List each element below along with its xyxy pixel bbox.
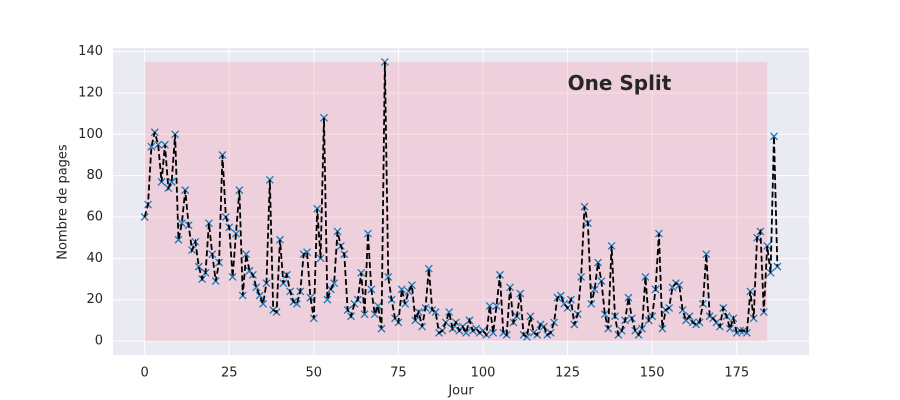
marker — [590, 285, 599, 294]
marker — [404, 287, 413, 296]
marker — [194, 262, 203, 271]
marker — [445, 308, 454, 317]
marker — [462, 328, 471, 337]
marker — [204, 219, 213, 228]
x-tick-label: 0 — [140, 366, 148, 381]
marker — [259, 299, 268, 308]
y-tick-label: 100 — [78, 127, 103, 142]
marker — [658, 324, 667, 333]
marker — [492, 301, 501, 310]
x-tick-label: 50 — [306, 366, 323, 381]
x-tick-label: 25 — [221, 366, 238, 381]
data-line — [143, 61, 779, 339]
marker — [374, 301, 383, 310]
marker — [550, 318, 559, 327]
marker — [624, 293, 633, 302]
x-axis-label: Jour — [447, 384, 474, 399]
marker — [397, 285, 406, 294]
marker — [384, 272, 393, 281]
marker — [140, 213, 149, 221]
marker — [424, 264, 433, 273]
x-tick-label: 125 — [555, 366, 580, 381]
y-axis-label: Nombre de pages — [56, 144, 71, 260]
marker — [154, 140, 163, 149]
marker — [177, 219, 186, 228]
x-tick-label: 150 — [640, 366, 665, 381]
marker — [167, 177, 176, 186]
marker — [306, 293, 315, 302]
marker — [232, 229, 240, 238]
marker — [407, 281, 416, 290]
y-tick-label: 60 — [86, 210, 103, 225]
marker — [360, 310, 369, 319]
marker — [594, 258, 602, 267]
marker — [252, 283, 261, 292]
marker — [323, 295, 332, 304]
marker — [330, 279, 339, 288]
x-tick-label: 75 — [390, 366, 407, 381]
x-tick-label: 100 — [471, 366, 496, 381]
y-tick-label: 20 — [86, 292, 103, 307]
marker — [147, 142, 156, 151]
annotation: One Split — [568, 71, 672, 95]
span-region — [144, 61, 768, 342]
y-tick-label: 0 — [95, 334, 103, 349]
marker — [702, 250, 711, 259]
y-tick-label: 120 — [78, 85, 103, 100]
marker — [242, 250, 251, 259]
y-tick-label: 40 — [86, 251, 103, 266]
y-tick-label: 80 — [86, 168, 103, 183]
marker — [489, 328, 498, 337]
marker — [255, 291, 264, 300]
y-tick-label: 140 — [78, 44, 103, 59]
marker — [641, 272, 650, 281]
marker — [516, 289, 525, 298]
marker — [363, 229, 372, 238]
marker — [638, 324, 646, 333]
marker — [770, 132, 778, 141]
marker — [485, 301, 494, 310]
x-tick-label: 175 — [724, 366, 749, 381]
marker — [174, 235, 183, 244]
marker — [370, 310, 379, 319]
marker — [600, 310, 609, 319]
marker — [228, 272, 237, 281]
marker — [726, 324, 734, 333]
